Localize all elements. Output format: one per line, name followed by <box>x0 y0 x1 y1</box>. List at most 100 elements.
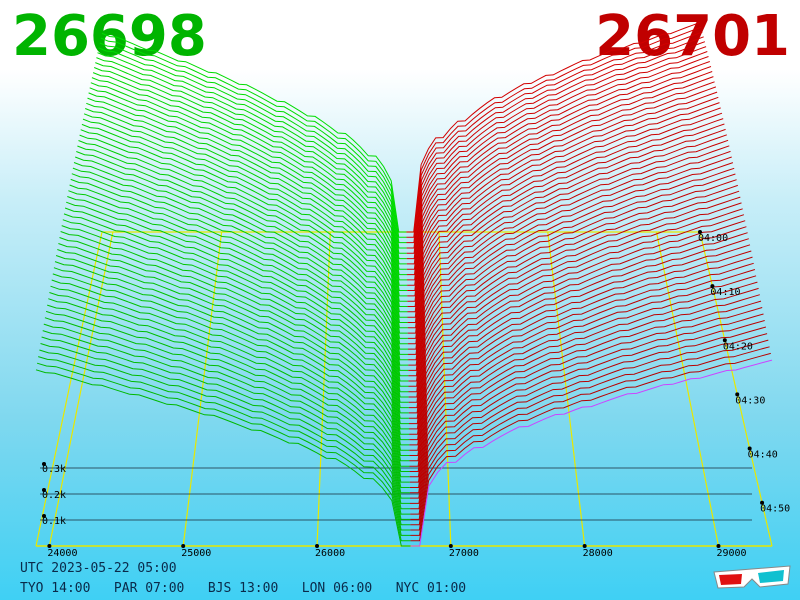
ask-depth-line <box>409 269 756 472</box>
ask-depth-line <box>409 262 754 467</box>
ask-depth-line <box>406 56 709 270</box>
price-tick <box>181 544 186 548</box>
ask-depth-line <box>408 196 741 409</box>
bid-depth-line <box>68 190 409 393</box>
bid-depth-line <box>100 37 407 238</box>
ask-depth-line <box>408 190 740 403</box>
price-tick-label: 24000 <box>47 548 77 559</box>
ask-depth-line <box>410 339 769 531</box>
bid-depth-line <box>70 178 409 382</box>
bid-depth-line <box>64 207 409 409</box>
bid-depth-line <box>73 162 409 366</box>
ask-depth-line <box>410 326 767 520</box>
bid-depth-line <box>75 156 409 361</box>
volume-tick-label: 0.3k <box>42 464 66 475</box>
ask-depth-line <box>409 220 746 430</box>
bid-depth-line <box>91 77 407 281</box>
bid-depth-line <box>78 140 408 345</box>
bid-depth-line <box>95 62 407 265</box>
price-tick <box>582 544 587 548</box>
bid-depth-line <box>49 292 410 483</box>
bid-depth-line <box>62 219 409 419</box>
bid-depth-line <box>55 255 410 451</box>
ask-depth-line <box>408 184 738 398</box>
ask-depth-line <box>410 359 773 547</box>
ask-depth-line <box>410 346 770 536</box>
right-axis <box>699 231 773 547</box>
bid-depth-line <box>92 72 407 276</box>
ask-depth-line <box>408 162 734 377</box>
ask-depth-line <box>409 244 751 451</box>
bid-depth-line <box>42 330 411 515</box>
ask-depth-line <box>407 96 719 313</box>
ask-depth-line <box>408 139 729 355</box>
bid-depth-line <box>88 92 408 297</box>
bid-depth-line <box>35 369 411 547</box>
ask-depth-line <box>410 333 768 526</box>
volume-tick <box>42 488 46 492</box>
ask-depth-line <box>410 300 762 499</box>
ask-depth-line <box>408 150 731 366</box>
ask-depth-line <box>408 179 737 393</box>
bid-depth-line <box>99 42 407 244</box>
city-clock-par: PAR 07:00 <box>113 581 208 596</box>
bid-depth-line <box>71 173 409 377</box>
bid-depth-line <box>82 118 408 323</box>
bid-depth-line <box>63 213 409 414</box>
ask-depth-line <box>407 91 718 307</box>
bid-depth-line <box>94 67 407 270</box>
bid-depth-line <box>40 343 411 526</box>
ask-depth-line <box>407 66 712 281</box>
bid-depth-line <box>50 285 410 478</box>
ask-depth-line <box>408 208 743 419</box>
city-clock-lon: LON 06:00 <box>301 581 396 596</box>
price-gridline <box>316 231 331 547</box>
price-tick-label: 25000 <box>181 548 211 559</box>
city-clock-tyo: TYO 14:00 <box>20 581 114 596</box>
price-tick-label: 26000 <box>315 548 345 559</box>
price-tick-label: 27000 <box>449 548 479 559</box>
bid-depth-line <box>67 196 409 398</box>
ask-depth-line <box>406 36 704 249</box>
ask-depth-line <box>410 313 764 510</box>
bid-depth-line <box>77 145 408 350</box>
ask-depth-line <box>408 167 735 382</box>
bid-depth-line <box>41 336 411 520</box>
bid-depth-line <box>69 184 409 387</box>
ask-depth-line <box>409 232 748 441</box>
world-clocks: TYO 14:00 PAR 07:00 BJS 13:00 LON 06:00 … <box>20 581 466 596</box>
bid-depth-line <box>38 356 411 536</box>
city-clock-bjs: BJS 13:00 <box>207 581 302 596</box>
bid-depth-line <box>59 237 410 435</box>
ask-depth-line <box>408 134 727 350</box>
ask-depth-line <box>409 281 758 483</box>
bid-depth-line <box>80 129 408 334</box>
ask-depth-line <box>407 128 726 345</box>
3d-glasses-icon[interactable] <box>712 562 792 592</box>
ask-depth-line <box>407 86 717 302</box>
price-tick-label: 28000 <box>583 548 613 559</box>
bid-depth-line <box>58 243 410 441</box>
bid-depth-line <box>87 97 408 302</box>
bid-depth-line <box>96 57 407 260</box>
ask-depth-line <box>410 320 765 515</box>
ask-depth-line <box>409 275 757 478</box>
bid-depth-line <box>36 362 411 542</box>
bid-depth-line <box>48 298 410 488</box>
price-tick <box>315 544 320 548</box>
bid-depth-line <box>86 102 408 307</box>
bid-depth-line <box>85 108 408 313</box>
time-tick-label: 04:00 <box>698 233 728 244</box>
bid-depth-line <box>47 304 410 494</box>
ask-depth-line <box>410 307 763 504</box>
ask-depth-line <box>409 214 745 425</box>
bid-depth-line <box>51 279 410 472</box>
price-tick <box>716 544 721 548</box>
utc-time: UTC 2023-05-22 05:00 <box>20 561 177 576</box>
bid-depth-line <box>81 123 408 329</box>
time-tick-label: 04:30 <box>735 395 765 406</box>
time-tick <box>747 446 752 451</box>
ask-depth-line <box>408 156 732 371</box>
time-tick-label: 04:40 <box>748 450 778 461</box>
